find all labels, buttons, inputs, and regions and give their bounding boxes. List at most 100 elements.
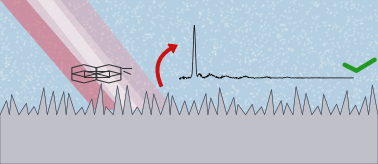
- Point: [154, 117, 160, 119]
- Point: [29, 64, 36, 67]
- Point: [35, 150, 41, 153]
- Point: [172, 109, 178, 112]
- Point: [111, 119, 117, 122]
- Point: [28, 155, 34, 157]
- Point: [114, 69, 120, 72]
- Point: [119, 106, 125, 109]
- Point: [317, 51, 323, 53]
- Point: [195, 160, 201, 163]
- Point: [5, 62, 11, 65]
- Point: [364, 36, 370, 39]
- Point: [279, 41, 285, 44]
- Point: [130, 40, 136, 43]
- Point: [350, 111, 356, 114]
- Point: [150, 156, 156, 159]
- Point: [284, 27, 290, 30]
- Point: [28, 75, 34, 77]
- Point: [123, 113, 129, 116]
- Point: [100, 95, 106, 98]
- Point: [128, 62, 134, 64]
- Point: [228, 8, 234, 10]
- Point: [187, 110, 194, 112]
- Point: [108, 112, 114, 115]
- Point: [302, 34, 308, 37]
- Point: [0, 78, 6, 81]
- Point: [272, 41, 278, 44]
- Point: [109, 54, 115, 57]
- Point: [247, 23, 253, 25]
- Point: [277, 22, 284, 25]
- Point: [299, 111, 305, 113]
- Point: [83, 27, 89, 30]
- Point: [119, 104, 125, 107]
- Point: [268, 47, 274, 50]
- Point: [164, 58, 170, 61]
- Point: [53, 86, 59, 88]
- Point: [90, 79, 96, 81]
- Point: [197, 158, 203, 161]
- Point: [294, 55, 301, 57]
- Point: [115, 62, 121, 65]
- Point: [88, 56, 94, 58]
- Point: [282, 10, 288, 12]
- Point: [344, 143, 350, 146]
- Point: [314, 116, 320, 119]
- Point: [57, 31, 64, 33]
- Point: [126, 103, 132, 105]
- Point: [325, 8, 331, 11]
- Point: [212, 4, 218, 7]
- Point: [222, 25, 228, 28]
- Point: [172, 141, 178, 144]
- Point: [290, 78, 296, 81]
- Point: [133, 161, 139, 164]
- Point: [81, 80, 87, 83]
- Point: [73, 57, 79, 59]
- Point: [36, 70, 42, 73]
- Point: [269, 11, 275, 14]
- Point: [111, 81, 117, 84]
- Point: [109, 128, 115, 131]
- Point: [90, 138, 96, 140]
- Point: [198, 60, 204, 62]
- Point: [368, 41, 374, 43]
- Point: [62, 138, 68, 140]
- Point: [114, 20, 120, 22]
- Point: [57, 92, 63, 94]
- Point: [242, 102, 248, 105]
- Point: [371, 49, 377, 51]
- Point: [2, 76, 8, 79]
- Point: [231, 72, 237, 75]
- Point: [74, 130, 80, 132]
- Point: [15, 157, 22, 160]
- Point: [142, 82, 148, 84]
- Point: [276, 129, 282, 132]
- Point: [3, 35, 9, 38]
- Point: [325, 95, 332, 98]
- Point: [58, 66, 64, 68]
- Point: [285, 40, 291, 42]
- Point: [304, 123, 310, 126]
- Point: [233, 107, 239, 110]
- Point: [362, 121, 368, 123]
- Point: [199, 76, 205, 79]
- Point: [279, 158, 285, 161]
- Point: [367, 14, 373, 17]
- Point: [277, 139, 284, 142]
- Point: [203, 109, 209, 112]
- Point: [228, 8, 234, 11]
- Point: [68, 106, 74, 109]
- Point: [153, 122, 159, 125]
- Point: [374, 75, 378, 78]
- Point: [138, 17, 144, 20]
- Point: [252, 54, 258, 57]
- Point: [76, 161, 82, 164]
- Point: [203, 134, 209, 136]
- Point: [289, 74, 295, 77]
- Point: [98, 37, 104, 40]
- Polygon shape: [26, 0, 151, 110]
- Point: [45, 50, 51, 52]
- Point: [98, 144, 104, 146]
- Point: [115, 46, 121, 49]
- Point: [160, 66, 166, 69]
- Point: [180, 1, 186, 4]
